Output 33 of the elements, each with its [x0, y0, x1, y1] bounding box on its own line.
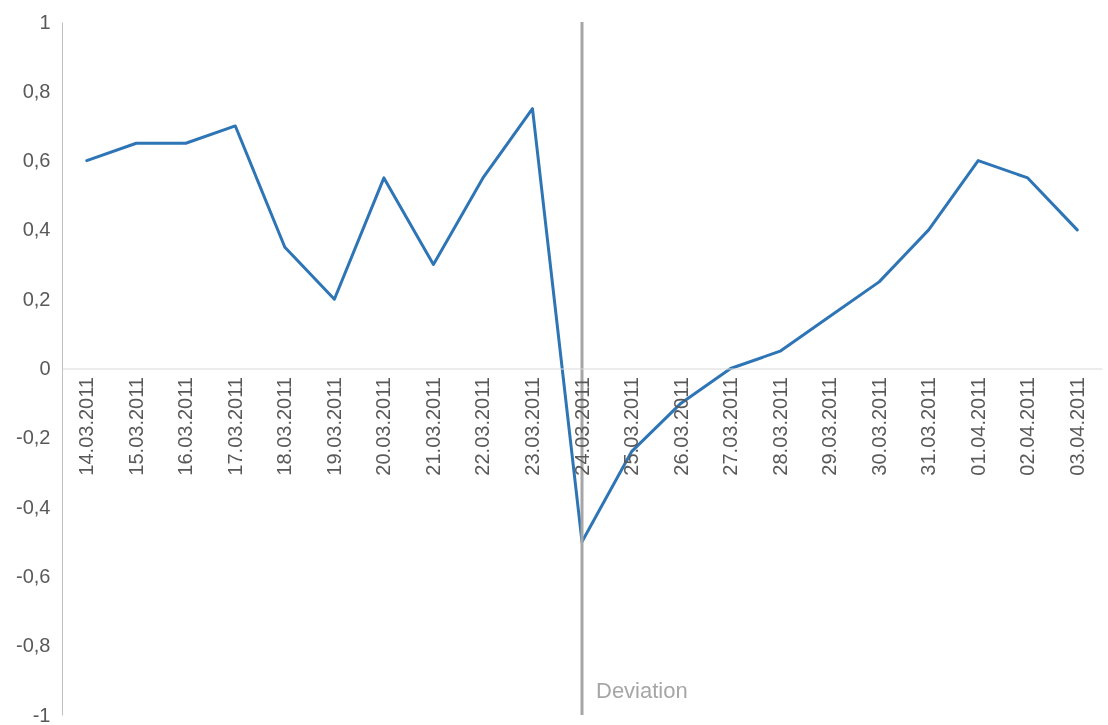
x-tick-label: 17.03.2011	[223, 377, 246, 476]
y-tick-label: 0,4	[22, 218, 51, 241]
y-tick-label: -0,4	[16, 495, 51, 518]
ref-line-label: Deviation	[596, 678, 688, 703]
x-tick-label: 25.03.2011	[620, 377, 643, 476]
y-tick-label: -0,2	[16, 426, 51, 449]
y-tick-label: 0,6	[22, 149, 51, 172]
x-tick-label: 31.03.2011	[917, 377, 940, 476]
x-tick-label: 01.04.2011	[966, 377, 989, 476]
x-tick-label: 02.04.2011	[1016, 377, 1039, 476]
x-tick-label: 29.03.2011	[818, 377, 841, 476]
x-tick-label: 14.03.2011	[75, 377, 98, 476]
y-tick-label: -1	[32, 703, 51, 725]
x-tick-label: 16.03.2011	[174, 377, 197, 476]
y-tick-label: 0,2	[22, 287, 51, 310]
x-tick-label: 19.03.2011	[322, 377, 345, 476]
y-tick-label: -0,8	[16, 634, 51, 657]
y-tick-label: 0,8	[22, 79, 51, 102]
x-tick-label: 23.03.2011	[520, 377, 543, 476]
y-tick-label: 0	[39, 357, 51, 379]
x-tick-label: 03.04.2011	[1065, 377, 1088, 476]
x-tick-label: 30.03.2011	[867, 377, 890, 476]
x-tick-label: 21.03.2011	[421, 377, 444, 476]
x-tick-label: 15.03.2011	[124, 377, 147, 476]
x-tick-label: 18.03.2011	[273, 377, 296, 476]
x-tick-label: 20.03.2011	[372, 377, 395, 476]
y-tick-label: -0,6	[16, 564, 51, 587]
x-tick-label: 24.03.2011	[570, 377, 593, 476]
x-tick-label: 22.03.2011	[471, 377, 494, 476]
x-tick-label: 26.03.2011	[669, 377, 692, 476]
y-tick-label: 1	[39, 10, 51, 33]
x-tick-label: 28.03.2011	[768, 377, 791, 476]
x-tick-label: 27.03.2011	[719, 377, 742, 476]
